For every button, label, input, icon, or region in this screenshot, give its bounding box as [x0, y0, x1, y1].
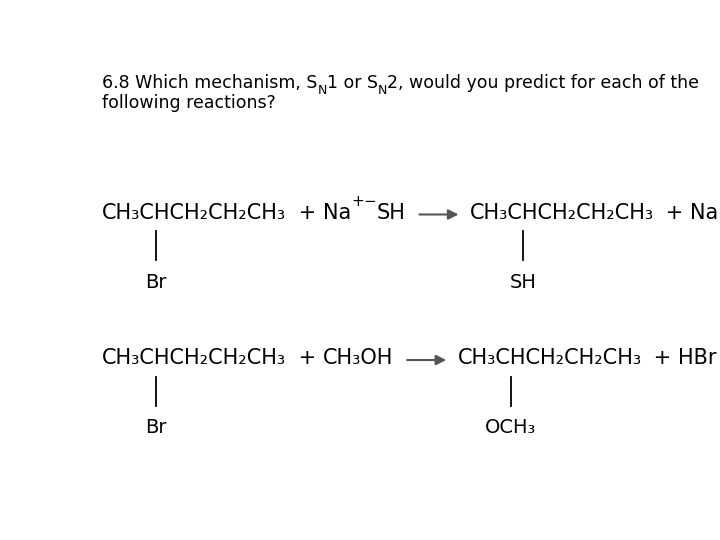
Text: Na: Na	[323, 202, 351, 222]
Text: CH₃OH: CH₃OH	[323, 348, 393, 368]
Text: SH: SH	[377, 202, 405, 222]
Text: N: N	[378, 84, 387, 97]
Text: CH₃CHCH₂CH₂CH₃: CH₃CHCH₂CH₂CH₃	[102, 348, 287, 368]
Text: +: +	[647, 348, 678, 368]
Text: Br: Br	[145, 273, 166, 292]
Text: −: −	[364, 194, 377, 209]
Text: +: +	[351, 194, 364, 209]
Text: Br: Br	[145, 418, 166, 437]
Text: N: N	[318, 84, 327, 97]
Text: HBr: HBr	[678, 348, 716, 368]
Text: SH: SH	[510, 273, 536, 292]
Text: CH₃CHCH₂CH₂CH₃: CH₃CHCH₂CH₂CH₃	[469, 202, 654, 222]
Text: 2, would you predict for each of the: 2, would you predict for each of the	[387, 73, 699, 92]
Text: +: +	[292, 202, 323, 222]
Text: +: +	[660, 202, 690, 222]
Text: 1 or S: 1 or S	[327, 73, 378, 92]
Text: CH₃CHCH₂CH₂CH₃: CH₃CHCH₂CH₂CH₃	[102, 202, 287, 222]
Text: NaBr: NaBr	[690, 202, 720, 222]
Text: OCH₃: OCH₃	[485, 418, 536, 437]
Text: CH₃CHCH₂CH₂CH₃: CH₃CHCH₂CH₂CH₃	[457, 348, 642, 368]
Text: 6.8 Which mechanism, S: 6.8 Which mechanism, S	[102, 73, 318, 92]
Text: +: +	[292, 348, 323, 368]
Text: following reactions?: following reactions?	[102, 94, 276, 112]
